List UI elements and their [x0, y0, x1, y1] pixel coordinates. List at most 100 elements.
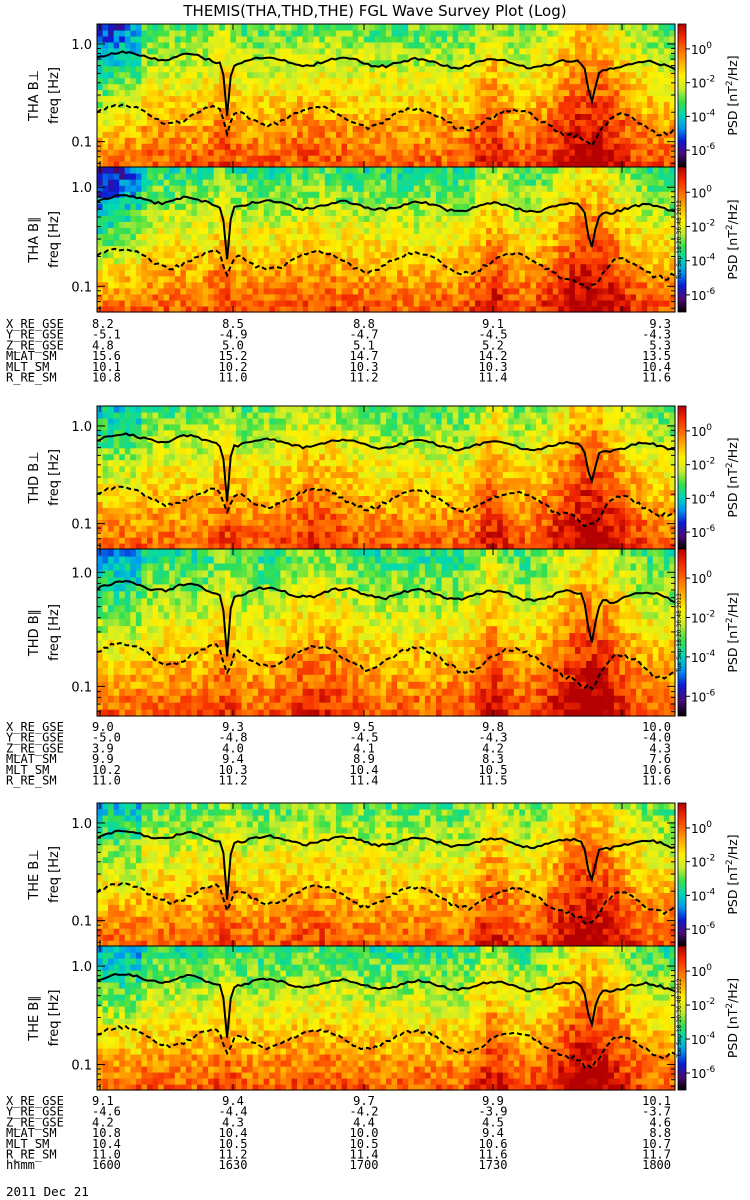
psd-cell — [130, 288, 136, 295]
psd-cell — [458, 36, 464, 43]
psd-cell — [414, 258, 420, 265]
psd-cell — [480, 66, 486, 73]
psd-cell — [208, 276, 214, 283]
psd-cell — [608, 72, 614, 79]
psd-cell — [141, 149, 147, 156]
psd-cell — [414, 84, 420, 91]
psd-cell — [330, 270, 336, 277]
psd-cell — [469, 30, 475, 37]
psd-cell — [397, 131, 403, 138]
psd-cell — [392, 215, 398, 222]
psd-cell — [308, 125, 314, 132]
psd-cell — [153, 191, 159, 198]
psd-cell — [364, 167, 370, 174]
psd-cell — [664, 101, 670, 108]
psd-cell — [419, 215, 425, 222]
psd-cell — [169, 113, 175, 120]
psd-cell — [319, 233, 325, 240]
psd-cell — [647, 240, 653, 247]
psd-cell — [397, 36, 403, 43]
psd-cell — [419, 276, 425, 283]
psd-cell — [208, 179, 214, 186]
psd-cell — [297, 125, 303, 132]
psd-cell — [136, 24, 142, 31]
psd-cell — [653, 54, 659, 61]
psd-cell — [386, 42, 392, 49]
psd-cell — [514, 215, 520, 222]
psd-cell — [247, 149, 253, 156]
psd-cell — [419, 125, 425, 132]
psd-cell — [141, 101, 147, 108]
psd-cell — [614, 203, 620, 210]
psd-cell — [347, 191, 353, 198]
psd-cell — [364, 96, 370, 103]
psd-cell — [114, 173, 120, 180]
psd-cell — [147, 107, 153, 114]
psd-cell — [325, 282, 331, 289]
psd-cell — [180, 72, 186, 79]
psd-cell — [358, 125, 364, 132]
psd-cell — [242, 54, 248, 61]
psd-cell — [297, 215, 303, 222]
psd-cell — [464, 197, 470, 204]
psd-cell — [219, 185, 225, 192]
psd-cell — [203, 215, 209, 222]
psd-cell — [442, 294, 448, 301]
psd-cell — [275, 221, 281, 228]
psd-cell — [103, 203, 109, 210]
psd-cell — [236, 66, 242, 73]
psd-cell — [642, 143, 648, 150]
psd-cell — [442, 252, 448, 259]
psd-cell — [414, 203, 420, 210]
psd-cell — [631, 270, 637, 277]
psd-cell — [119, 96, 125, 103]
psd-cell — [597, 185, 603, 192]
psd-cell — [558, 264, 564, 271]
psd-cell — [492, 185, 498, 192]
psd-cell — [125, 107, 131, 114]
psd-cell — [636, 233, 642, 240]
psd-cell — [253, 131, 259, 138]
psd-cell — [375, 240, 381, 247]
psd-cell — [225, 185, 231, 192]
psd-cell — [642, 173, 648, 180]
psd-cell — [169, 48, 175, 55]
psd-cell — [347, 233, 353, 240]
psd-cell — [619, 227, 625, 234]
psd-cell — [414, 30, 420, 37]
psd-cell — [280, 167, 286, 174]
psd-cell — [430, 167, 436, 174]
psd-cell — [581, 300, 587, 307]
psd-cell — [392, 143, 398, 150]
psd-cell — [453, 197, 459, 204]
psd-cell — [397, 78, 403, 85]
psd-cell — [97, 42, 103, 49]
psd-cell — [642, 149, 648, 156]
psd-cell — [169, 185, 175, 192]
psd-cell — [153, 221, 159, 228]
psd-cell — [614, 131, 620, 138]
psd-cell — [214, 149, 220, 156]
psd-cell — [336, 221, 342, 228]
psd-cell — [258, 240, 264, 247]
psd-cell — [253, 276, 259, 283]
psd-cell — [664, 48, 670, 55]
psd-cell — [264, 240, 270, 247]
psd-cell — [442, 48, 448, 55]
psd-cell — [408, 125, 414, 132]
psd-cell — [264, 191, 270, 198]
psd-cell — [380, 72, 386, 79]
psd-cell — [203, 288, 209, 295]
psd-cell — [519, 282, 525, 289]
psd-cell — [136, 179, 142, 186]
psd-cell — [286, 179, 292, 186]
psd-cell — [492, 72, 498, 79]
psd-cell — [253, 179, 259, 186]
psd-cell — [480, 107, 486, 114]
psd-cell — [108, 113, 114, 120]
psd-cell — [286, 276, 292, 283]
psd-cell — [586, 258, 592, 265]
psd-cell — [253, 288, 259, 295]
psd-cell — [392, 72, 398, 79]
psd-cell — [358, 84, 364, 91]
